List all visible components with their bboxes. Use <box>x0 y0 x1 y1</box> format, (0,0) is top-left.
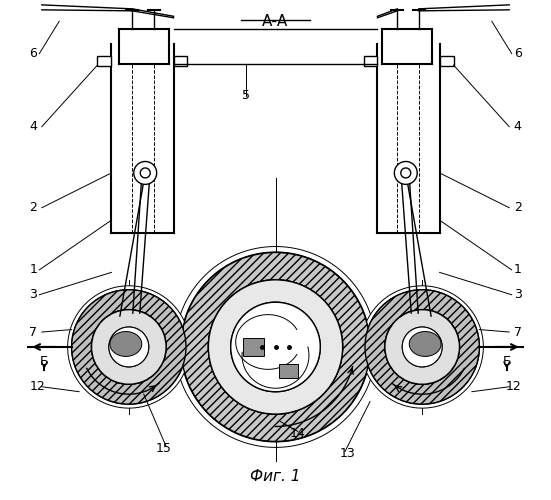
Text: 6: 6 <box>514 47 522 60</box>
Text: 1: 1 <box>29 264 37 276</box>
Polygon shape <box>110 332 142 356</box>
Text: 14: 14 <box>290 428 306 440</box>
Text: 6: 6 <box>29 47 37 60</box>
Polygon shape <box>395 162 417 184</box>
Polygon shape <box>134 162 156 184</box>
Polygon shape <box>409 332 441 356</box>
Polygon shape <box>361 286 483 408</box>
Bar <box>98 56 111 66</box>
Text: 4: 4 <box>29 120 37 133</box>
Polygon shape <box>401 168 410 178</box>
Bar <box>174 56 187 66</box>
Text: 5: 5 <box>242 90 250 102</box>
Polygon shape <box>385 310 460 384</box>
Text: Б: Б <box>40 356 48 368</box>
Text: 7: 7 <box>514 326 522 338</box>
Text: Фиг. 1: Фиг. 1 <box>250 468 301 483</box>
Text: Б: Б <box>503 356 511 368</box>
Text: 3: 3 <box>514 288 522 301</box>
Polygon shape <box>109 327 149 367</box>
Bar <box>279 364 299 378</box>
Bar <box>243 338 264 356</box>
Text: 12: 12 <box>29 380 45 393</box>
Polygon shape <box>72 290 186 404</box>
Text: А-А: А-А <box>262 14 289 29</box>
Polygon shape <box>141 168 150 178</box>
Text: 7: 7 <box>29 326 37 338</box>
Text: 12: 12 <box>506 380 522 393</box>
Text: 15: 15 <box>156 442 171 456</box>
Polygon shape <box>208 280 343 414</box>
Bar <box>364 56 377 66</box>
Text: 1: 1 <box>514 264 522 276</box>
Bar <box>440 56 453 66</box>
Polygon shape <box>365 290 479 404</box>
Polygon shape <box>231 302 320 392</box>
Text: 2: 2 <box>29 201 37 214</box>
Text: 2: 2 <box>514 201 522 214</box>
Text: 13: 13 <box>340 448 355 460</box>
Text: 3: 3 <box>29 288 37 301</box>
Text: 4: 4 <box>514 120 522 133</box>
Polygon shape <box>68 286 190 408</box>
Polygon shape <box>91 310 166 384</box>
Polygon shape <box>181 252 370 442</box>
Polygon shape <box>402 327 442 367</box>
